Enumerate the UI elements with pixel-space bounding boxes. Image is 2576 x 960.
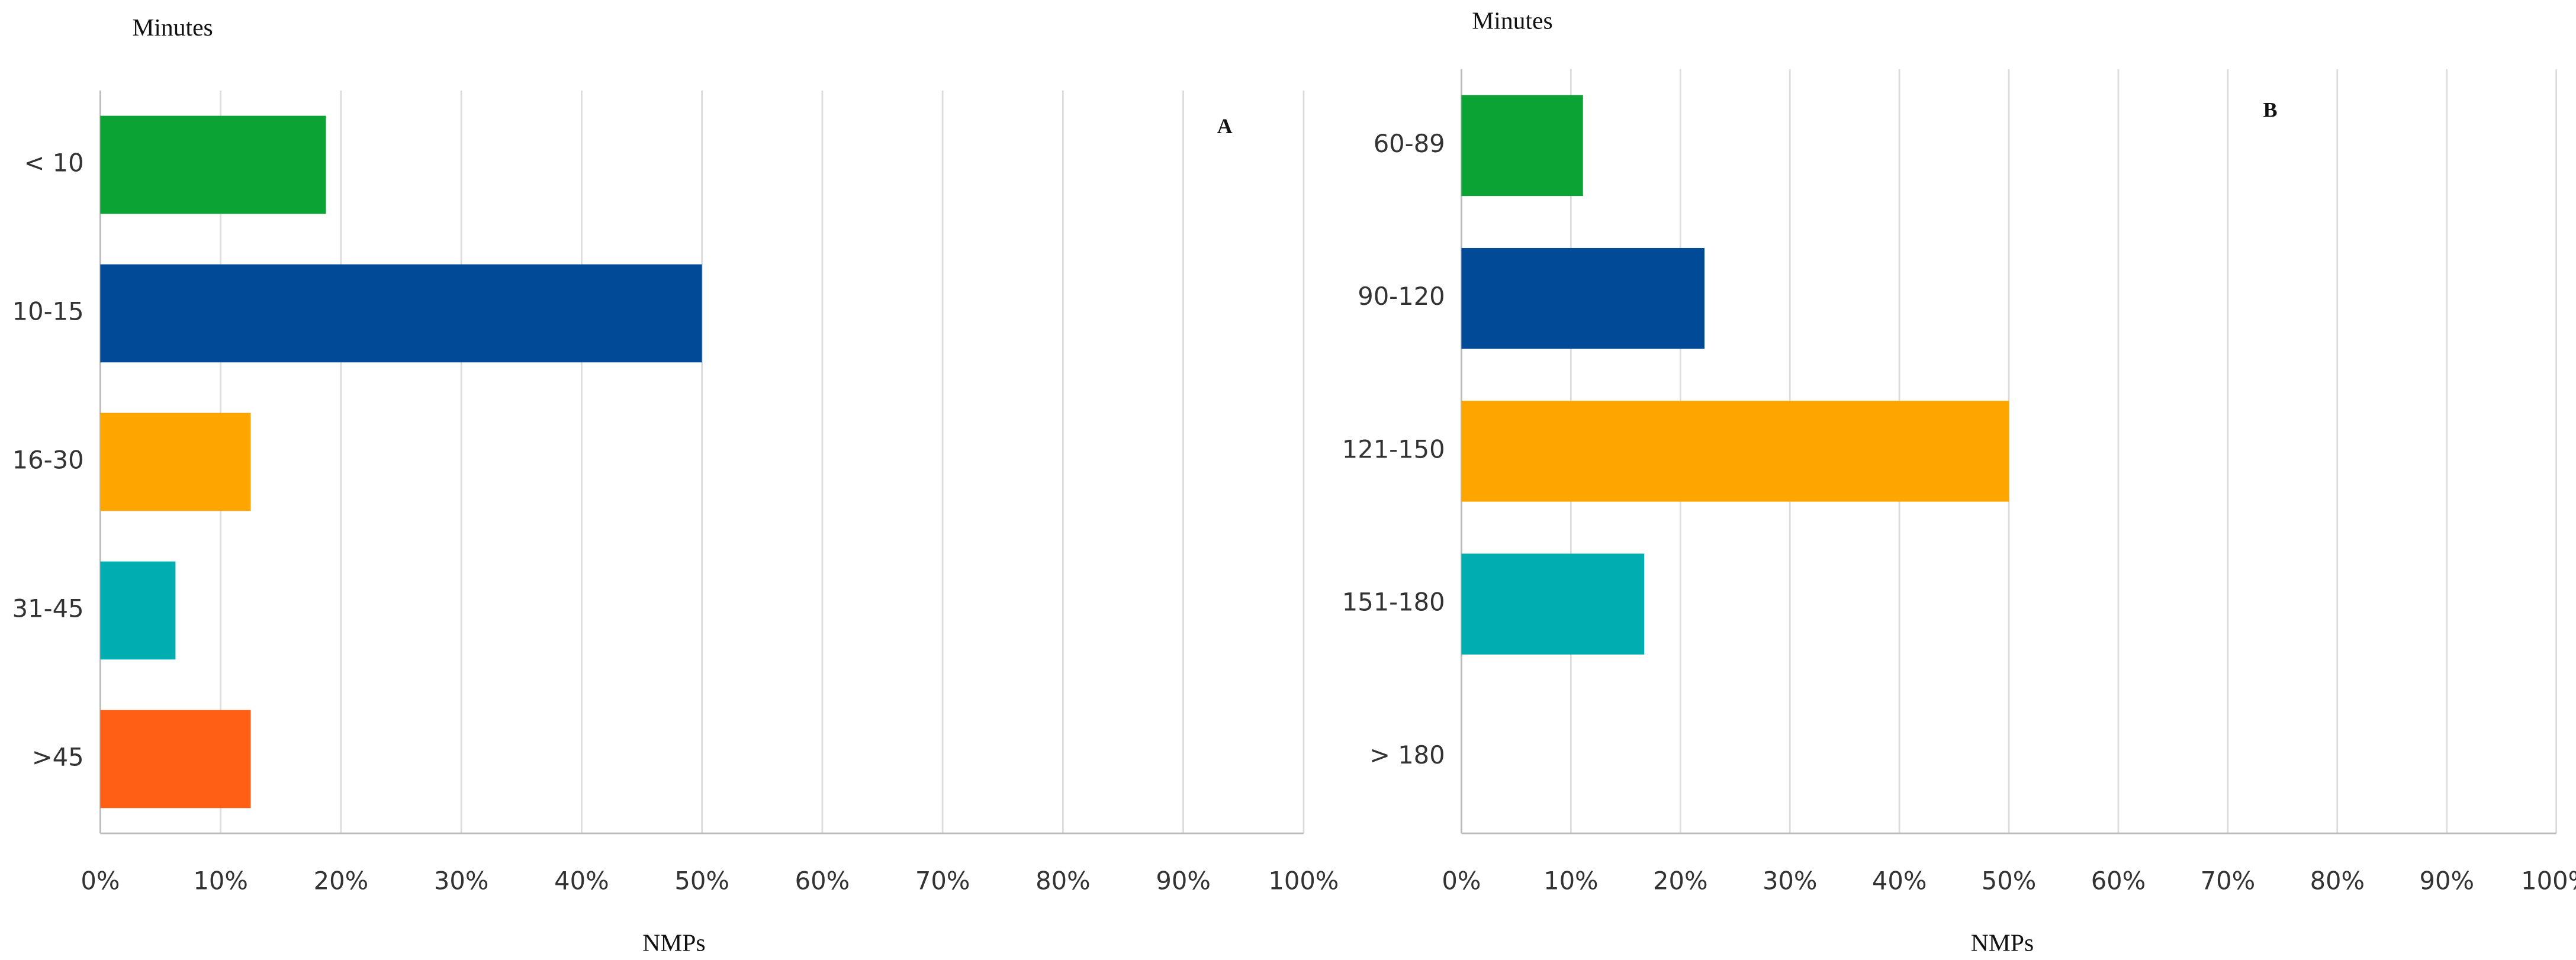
y-tick-label: 16-30 (12, 445, 84, 474)
bar (100, 413, 251, 511)
x-tick-label: 70% (2201, 866, 2256, 895)
x-tick-label: 30% (1763, 866, 1818, 895)
x-tick-label: 30% (434, 866, 489, 895)
y-tick-label: 151-180 (1342, 588, 1445, 617)
x-tick-label: 10% (1543, 866, 1599, 895)
x-tick-label: 50% (1982, 866, 2037, 895)
y-tick-label: 90-120 (1358, 282, 1445, 311)
y-axis-label: Minutes (132, 14, 213, 41)
x-tick-label: 20% (1653, 866, 1708, 895)
bar (1461, 95, 1583, 196)
x-tick-label: 80% (2310, 866, 2365, 895)
bar (100, 561, 176, 660)
x-tick-label: 60% (2091, 866, 2146, 895)
x-tick-label: 80% (1035, 866, 1091, 895)
x-tick-label: 100% (2521, 866, 2576, 895)
x-tick-label: 70% (915, 866, 970, 895)
y-tick-label: 60-89 (1374, 129, 1445, 158)
bar (1461, 553, 1645, 655)
bar (1461, 401, 2009, 502)
y-tick-label: < 10 (24, 148, 84, 177)
bar (100, 710, 251, 808)
x-tick-label: 60% (795, 866, 850, 895)
y-tick-label: 121-150 (1342, 434, 1445, 463)
x-tick-label: 40% (1872, 866, 1927, 895)
bar (100, 264, 702, 363)
x-tick-label: 90% (2419, 866, 2474, 895)
x-tick-label: 0% (1442, 866, 1481, 895)
bar (100, 115, 326, 214)
x-tick-label: 50% (674, 866, 729, 895)
x-tick-label: 90% (1156, 866, 1211, 895)
panel-label: B (2263, 98, 2278, 121)
y-axis-label: Minutes (1472, 8, 1552, 35)
panel-label: A (1217, 114, 1233, 138)
x-tick-label: 10% (193, 866, 248, 895)
y-tick-label: 10-15 (12, 297, 84, 326)
x-tick-label: 40% (554, 866, 609, 895)
x-tick-label: 20% (314, 866, 369, 895)
y-tick-label: 31-45 (12, 594, 84, 623)
x-axis-label: NMPs (1971, 929, 2034, 956)
x-axis-label: NMPs (642, 929, 705, 956)
x-tick-label: 100% (1268, 866, 1339, 895)
y-tick-label: >45 (32, 742, 84, 771)
y-tick-label: > 180 (1369, 740, 1445, 769)
bar (1461, 247, 1705, 349)
x-tick-label: 0% (81, 866, 120, 895)
